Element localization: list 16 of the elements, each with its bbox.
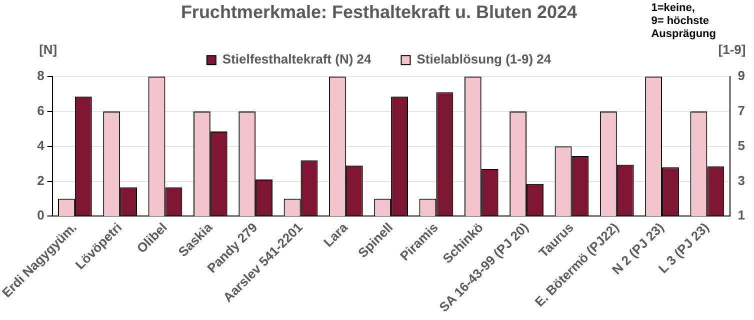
y2-axis-title: [1-9]: [718, 42, 746, 58]
text: 1=keine, 9= höchste Ausprägung: [651, 2, 716, 41]
y2-tick-label: 9: [738, 68, 746, 84]
y-axis-title: [N]: [39, 42, 58, 58]
legend-label: Stielablösung (1-9) 24: [416, 52, 552, 67]
y-tick-label: 4: [37, 138, 46, 153]
y-tick-label: 6: [37, 103, 44, 118]
y2-tick-label: 7: [738, 103, 746, 118]
y-tick-label: 0: [37, 208, 44, 223]
y2-tick-label: 1: [738, 208, 746, 223]
y2-tick-label: 5: [738, 138, 746, 153]
y2-tick-label: 3: [738, 172, 746, 188]
y-tick-label: 8: [37, 68, 44, 84]
y-tick-label: 2: [37, 172, 44, 188]
chart-title: Fruchtmerkmale: Festhaltekraft u. Bluten 2024: [180, 2, 578, 22]
legend-label: Stielfesthaltekraft (N) 24: [222, 52, 372, 67]
